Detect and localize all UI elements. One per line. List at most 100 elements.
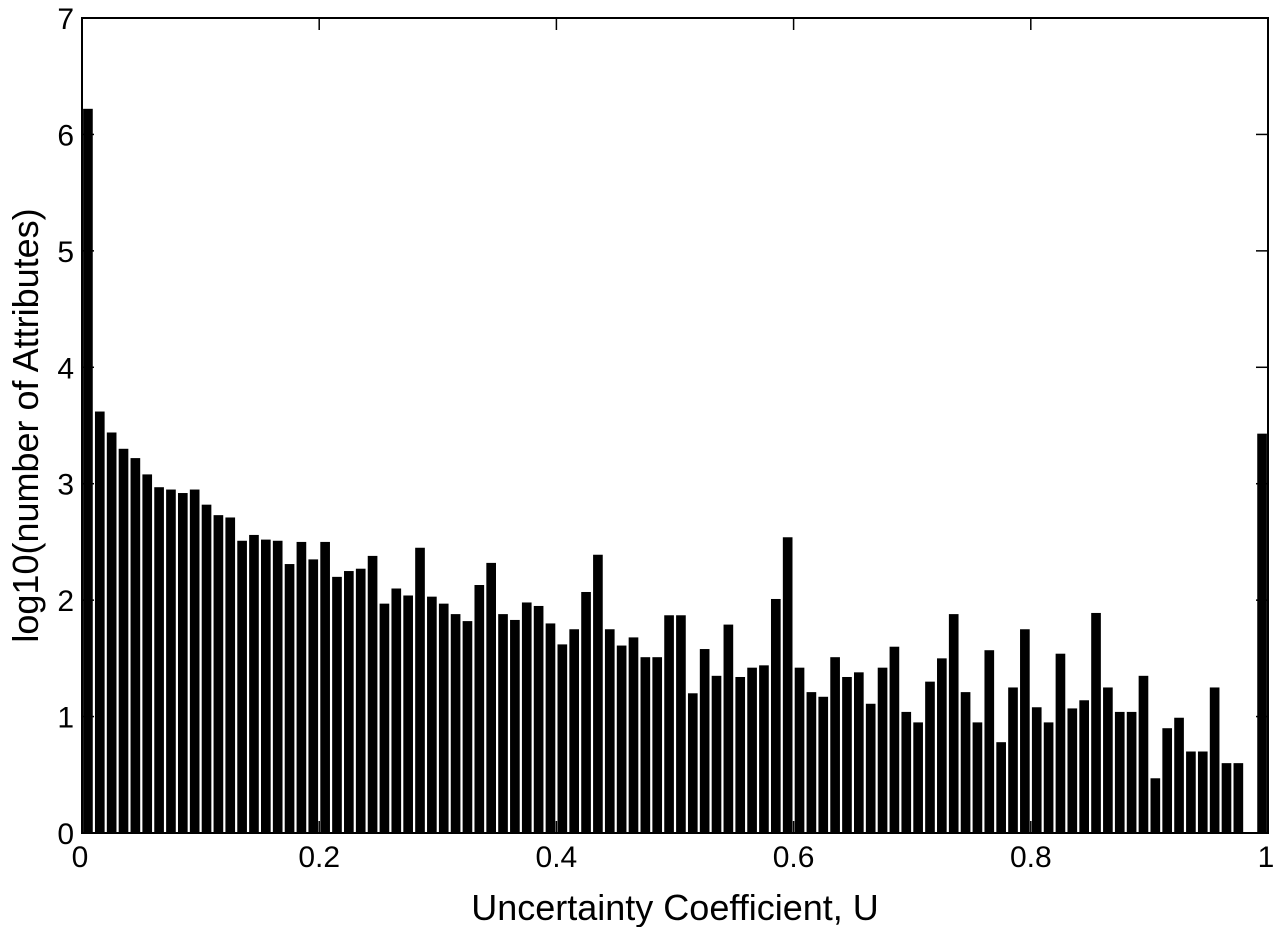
histogram-bar xyxy=(201,504,212,833)
histogram-bar xyxy=(166,489,176,833)
histogram-bar xyxy=(344,571,354,833)
histogram-bar xyxy=(1103,687,1113,833)
histogram-bar xyxy=(498,614,508,833)
histogram-bar xyxy=(521,602,532,833)
histogram-bar xyxy=(557,644,568,833)
histogram-bar xyxy=(249,534,259,833)
histogram-bar xyxy=(664,615,674,833)
y-tick-label: 7 xyxy=(57,3,74,36)
histogram-bar xyxy=(510,619,520,833)
histogram-bar xyxy=(177,493,188,833)
histogram-bar xyxy=(154,487,164,833)
histogram-bar xyxy=(450,614,461,833)
histogram-bar xyxy=(296,541,307,833)
histogram-bar xyxy=(687,693,698,833)
y-tick-label: 0 xyxy=(57,818,74,851)
histogram-bar xyxy=(284,564,295,833)
y-tick-label: 3 xyxy=(57,469,74,502)
x-tick-label: 0.2 xyxy=(298,841,340,874)
histogram-bar xyxy=(1067,708,1078,833)
histogram-bar xyxy=(1114,711,1125,833)
histogram-bar xyxy=(261,539,271,833)
histogram-bar xyxy=(1043,722,1054,833)
histogram-bar xyxy=(83,108,93,833)
histogram-bar xyxy=(533,605,544,833)
histogram-bar xyxy=(486,562,496,833)
histogram-bar xyxy=(332,576,342,833)
x-tick-label: 1 xyxy=(1258,841,1275,874)
histogram-bar xyxy=(1257,433,1267,833)
histogram-bar xyxy=(415,547,425,833)
histogram-bar xyxy=(189,489,200,833)
histogram-bar xyxy=(877,667,888,833)
histogram-bar xyxy=(782,537,793,833)
histogram-bar xyxy=(770,598,781,833)
histogram-bar xyxy=(901,711,912,833)
histogram-bar xyxy=(462,621,473,833)
y-tick-label: 4 xyxy=(57,352,74,385)
histogram-bar xyxy=(118,448,129,833)
histogram-bar xyxy=(130,458,141,833)
histogram-bar xyxy=(379,603,390,833)
y-axis-label: log10(number of Attributes) xyxy=(5,208,46,642)
histogram-bar xyxy=(972,722,983,833)
histogram-bar xyxy=(865,703,876,833)
histogram-bar xyxy=(1031,707,1042,833)
histogram-bar xyxy=(320,541,330,833)
histogram-bar xyxy=(1162,728,1173,833)
histogram-bar xyxy=(818,696,829,833)
x-axis-label: Uncertainty Coefficient, U xyxy=(471,887,879,927)
y-tick-label: 2 xyxy=(57,585,74,618)
histogram-bar xyxy=(106,432,117,833)
histogram-bar xyxy=(581,591,591,833)
histogram-bar xyxy=(237,540,247,833)
histogram-bar xyxy=(427,596,437,833)
histogram-bar xyxy=(616,645,627,833)
histogram-bar xyxy=(474,585,485,833)
histogram-bar xyxy=(1126,711,1137,833)
histogram-bar xyxy=(308,559,319,833)
histogram-bar xyxy=(593,554,603,833)
axis-ticks xyxy=(81,17,1269,834)
histogram-bar xyxy=(948,614,959,833)
histogram-bar xyxy=(723,624,734,833)
histogram-bar xyxy=(1186,751,1196,833)
histogram-bar xyxy=(355,568,366,833)
histogram-bar xyxy=(652,657,663,833)
y-tick-label: 6 xyxy=(57,119,74,152)
y-tick-label: 1 xyxy=(57,702,74,735)
histogram-bar xyxy=(1138,675,1149,833)
histogram-bar xyxy=(367,555,378,833)
axis-tick-labels: 0 0.2 0.4 0.6 0.8 1 0 1 2 3 4 5 6 7 xyxy=(57,3,1274,874)
histogram-bar xyxy=(403,595,413,833)
histogram-bar xyxy=(272,540,283,833)
x-tick-label: 0 xyxy=(72,841,89,874)
x-tick-label: 0.4 xyxy=(536,841,578,874)
histogram-bar xyxy=(225,517,236,833)
histogram-bar xyxy=(759,665,769,833)
histogram-bar xyxy=(830,657,840,833)
histogram-bar xyxy=(142,474,153,833)
histogram-bar xyxy=(1197,751,1208,833)
histogram-bar xyxy=(391,588,402,833)
histogram-bar xyxy=(960,692,971,833)
histogram-bar xyxy=(676,615,686,833)
histogram-bar xyxy=(1008,687,1018,833)
histogram-bar xyxy=(854,672,864,833)
histogram-bar xyxy=(1079,700,1089,833)
histogram-bar xyxy=(1221,763,1232,833)
histogram-bar xyxy=(640,657,651,833)
histogram-bar xyxy=(842,676,852,833)
histogram-bar xyxy=(1209,687,1220,833)
plot-area-frame xyxy=(81,17,1269,834)
histogram-bar xyxy=(711,675,722,833)
bars-group xyxy=(83,108,1267,833)
histogram-bar xyxy=(699,649,710,833)
histogram-bar xyxy=(1174,717,1184,833)
histogram-bar xyxy=(604,629,615,833)
histogram-bar xyxy=(438,603,449,833)
histogram-bar xyxy=(1091,612,1101,833)
histogram-bar xyxy=(1020,629,1030,833)
histogram-bar xyxy=(1055,653,1066,833)
